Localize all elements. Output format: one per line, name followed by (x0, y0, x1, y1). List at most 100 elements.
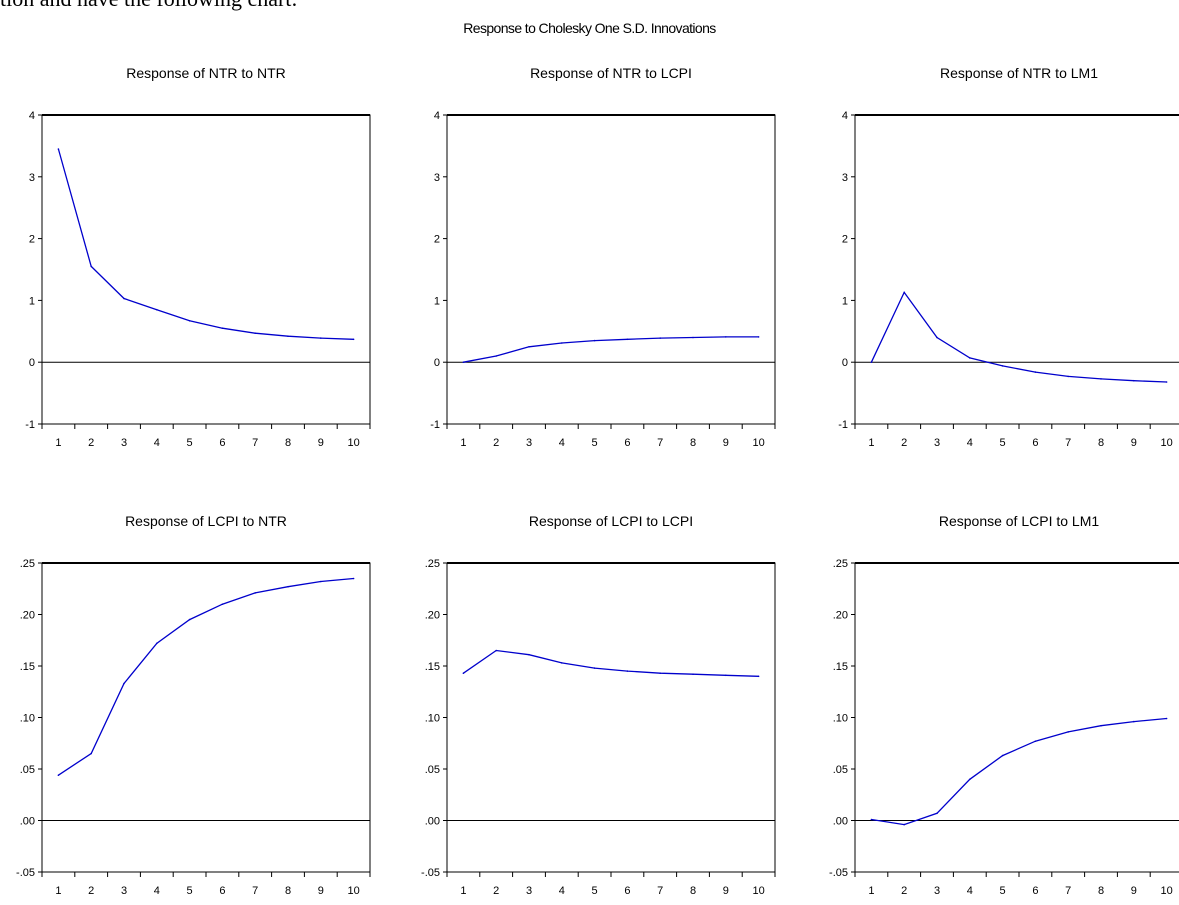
chart-2-title: Response of NTR to LCPI (530, 65, 692, 81)
chart-6-frame (854, 562, 1179, 873)
chart-6-ytick-label: -.05 (829, 867, 848, 879)
chart-1-ytick-label: -1 (25, 419, 35, 431)
chart-5-point (495, 649, 498, 652)
chart-1-xtick-label: 4 (154, 437, 160, 449)
chart-4-point (320, 580, 322, 583)
chart-1-xtick-label: 1 (55, 437, 61, 449)
chart-5-ytick-label: .05 (425, 764, 440, 776)
chart-3-ytick-label: 1 (842, 295, 848, 307)
chart-1-point (156, 308, 158, 311)
chart-1-frame (41, 114, 371, 425)
chart-6-ytick-label: .10 (833, 713, 848, 725)
chart-5-point (593, 667, 596, 669)
chart-4-ytick-label: .20 (20, 610, 35, 622)
chart-6-point (1034, 740, 1037, 742)
chart-1-point (123, 297, 125, 300)
chart-4-point (57, 774, 60, 776)
chart-3-point (870, 361, 873, 364)
chart-3-xtick-label: 2 (901, 437, 907, 449)
chart-6-point (969, 778, 971, 781)
chart-4-title: Response of LCPI to NTR (125, 513, 287, 529)
chart-6-point (1001, 754, 1004, 757)
chart-6-ytick-label: .15 (833, 661, 848, 673)
chart-6-title: Response of LCPI to LM1 (939, 513, 1100, 529)
chart-1-title: Response of NTR to NTR (126, 65, 286, 81)
chart-5-point (561, 662, 563, 664)
chart-6-point (870, 818, 873, 821)
chart-5-point (692, 673, 694, 675)
chart-1-xtick-label: 2 (88, 437, 94, 449)
chart-3-xtick-label: 5 (1000, 437, 1006, 449)
chart-4-xtick-label: 2 (88, 885, 94, 897)
chart-1-point (352, 338, 355, 341)
chart-4-ytick-label: .15 (20, 661, 35, 673)
chart-1-xtick-label: 7 (252, 437, 258, 449)
chart-3-point (969, 357, 971, 359)
chart-5-point (626, 670, 629, 672)
chart-1-ytick-label: 2 (29, 234, 35, 246)
chart-5-xtick-label: 5 (592, 885, 598, 897)
chart-5-xtick-label: 4 (559, 885, 565, 897)
chart-3-point (1067, 375, 1069, 378)
chart-6-xtick-label: 1 (868, 885, 874, 897)
chart-1-xtick-label: 10 (347, 437, 359, 449)
chart-4-xtick-label: 6 (219, 885, 225, 897)
chart-2-point (725, 336, 727, 338)
chart-2-point (626, 338, 629, 341)
chart-1-point (287, 335, 289, 338)
chart-6-point (936, 812, 938, 815)
chart-2-point (561, 342, 563, 344)
chart-3-xtick-label: 7 (1065, 437, 1071, 449)
chart-3-title: Response of NTR to LM1 (940, 65, 1098, 81)
chart-6-xtick-label: 4 (967, 885, 973, 897)
chart-2-frame (446, 114, 776, 425)
chart-2-xtick-label: 3 (526, 437, 532, 449)
chart-3-ytick-label: -1 (838, 419, 848, 431)
chart-4-xtick-label: 4 (154, 885, 160, 897)
chart-4-frame (41, 562, 371, 873)
chart-1-xtick-label: 5 (187, 437, 193, 449)
chart-2-xtick-label: 5 (592, 437, 598, 449)
chart-6-point (903, 823, 905, 826)
chart-5-ytick-label: .10 (425, 713, 440, 725)
chart-1-xtick-label: 6 (219, 437, 225, 449)
chart-3-xtick-label: 9 (1131, 437, 1137, 449)
chart-4-xtick-label: 3 (121, 885, 127, 897)
chart-3-xtick-label: 1 (868, 437, 874, 449)
chart-2-point (692, 336, 694, 339)
chart-4-ytick-label: .00 (20, 816, 35, 828)
chart-3-point (1100, 378, 1102, 380)
chart-3-ytick-label: 4 (842, 110, 848, 122)
chart-5-ytick-label: .00 (425, 816, 440, 828)
chart-5-ytick-label: .20 (425, 610, 440, 622)
chart-2-ytick-label: 0 (434, 357, 440, 369)
chart-6-point (1133, 720, 1135, 723)
chart-2-point (757, 336, 760, 338)
chart-1-series-line (57, 148, 354, 340)
chart-5-xtick-label: 9 (723, 885, 729, 897)
chart-4-xtick-label: 1 (55, 885, 61, 897)
chart-5-xtick-label: 10 (752, 885, 764, 897)
chart-3-ytick-label: 2 (842, 234, 848, 246)
chart-2-ytick-label: 1 (434, 295, 440, 307)
chart-5-ytick-label: .25 (425, 558, 440, 570)
chart-5-point (528, 653, 530, 656)
chart-1-ytick-label: 1 (29, 295, 35, 307)
chart-4-point (221, 603, 224, 605)
chart-1-ytick-label: 3 (29, 172, 35, 184)
chart-2-point (659, 337, 661, 339)
chart-2-point (462, 361, 465, 364)
chart-3-xtick-label: 3 (934, 437, 940, 449)
chart-3-xtick-label: 6 (1032, 437, 1038, 449)
chart-4-xtick-label: 7 (252, 885, 258, 897)
chart-3-point (936, 336, 938, 339)
chart-4-point (123, 682, 125, 685)
chart-1-point (254, 332, 256, 335)
chart-5-xtick-label: 8 (690, 885, 696, 897)
chart-2-xtick-label: 6 (624, 437, 630, 449)
chart-5-point (659, 672, 661, 674)
chart-2-ytick-label: 2 (434, 234, 440, 246)
chart-6-xtick-label: 3 (934, 885, 940, 897)
chart-4-ytick-label: .05 (20, 764, 35, 776)
chart-1-ytick-label: 0 (29, 357, 35, 369)
